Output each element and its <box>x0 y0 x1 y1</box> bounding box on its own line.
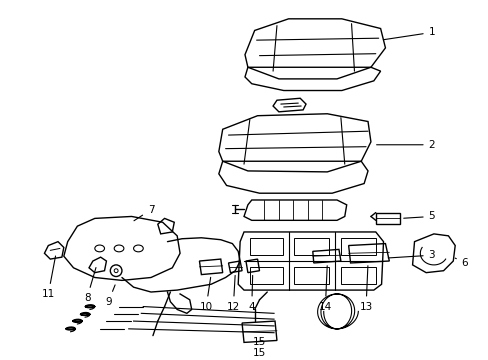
Text: 2: 2 <box>376 140 434 150</box>
Text: 15: 15 <box>252 348 265 358</box>
Text: 6: 6 <box>454 258 467 268</box>
Text: 5: 5 <box>403 211 434 221</box>
Text: 7: 7 <box>134 205 154 221</box>
Text: 9: 9 <box>105 285 115 307</box>
Text: 10: 10 <box>199 277 212 311</box>
Text: 13: 13 <box>359 266 372 311</box>
Text: 8: 8 <box>83 267 96 303</box>
Text: 12: 12 <box>226 275 240 311</box>
Text: 1: 1 <box>383 27 434 40</box>
Text: 3: 3 <box>387 250 434 260</box>
Text: 11: 11 <box>41 256 56 299</box>
Text: 4: 4 <box>248 275 255 311</box>
Text: 15: 15 <box>252 337 265 347</box>
Text: 14: 14 <box>318 266 331 311</box>
